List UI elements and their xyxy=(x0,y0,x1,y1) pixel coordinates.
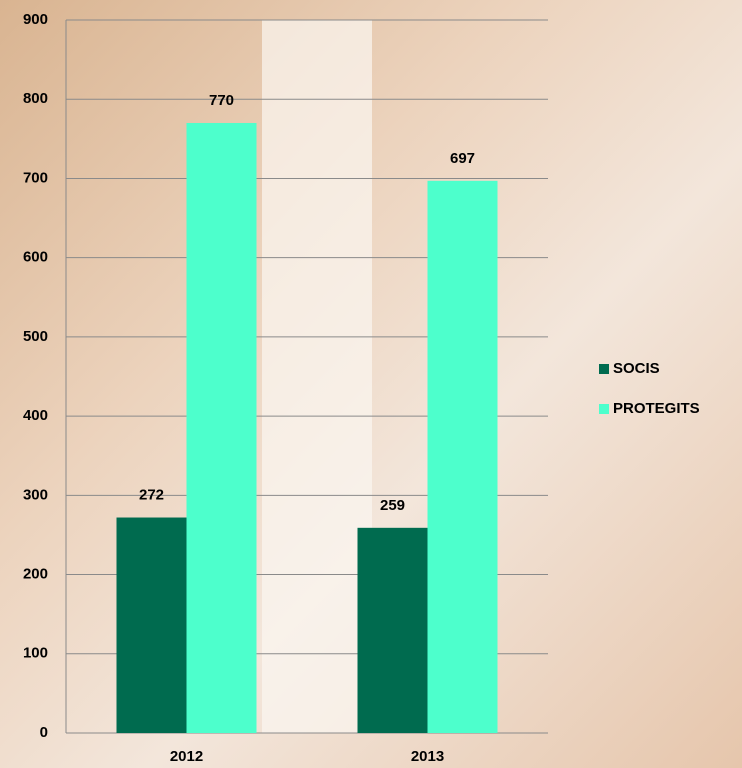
bar xyxy=(116,517,187,733)
y-tick-label: 800 xyxy=(23,90,48,107)
bar xyxy=(357,527,428,733)
legend-label: PROTEGITS xyxy=(613,400,700,417)
y-tick-label: 200 xyxy=(23,566,48,583)
y-tick-label: 0 xyxy=(40,724,48,741)
legend-label: SOCIS xyxy=(613,360,660,377)
data-label: 259 xyxy=(380,497,405,514)
data-label: 697 xyxy=(450,150,475,167)
x-tick-label: 2013 xyxy=(411,748,444,765)
y-tick-label: 900 xyxy=(23,11,48,28)
bar xyxy=(186,122,257,733)
x-tick-label: 2012 xyxy=(170,748,203,765)
y-tick-label: 400 xyxy=(23,407,48,424)
y-tick-label: 100 xyxy=(23,645,48,662)
data-label: 272 xyxy=(139,486,164,503)
y-tick-label: 600 xyxy=(23,249,48,266)
y-tick-label: 700 xyxy=(23,169,48,186)
y-tick-label: 300 xyxy=(23,486,48,503)
legend-swatch xyxy=(599,364,609,374)
y-tick-label: 500 xyxy=(23,328,48,345)
legend-swatch xyxy=(599,404,609,414)
bar xyxy=(427,180,498,733)
background-highlight xyxy=(262,20,372,733)
data-label: 770 xyxy=(209,92,234,109)
